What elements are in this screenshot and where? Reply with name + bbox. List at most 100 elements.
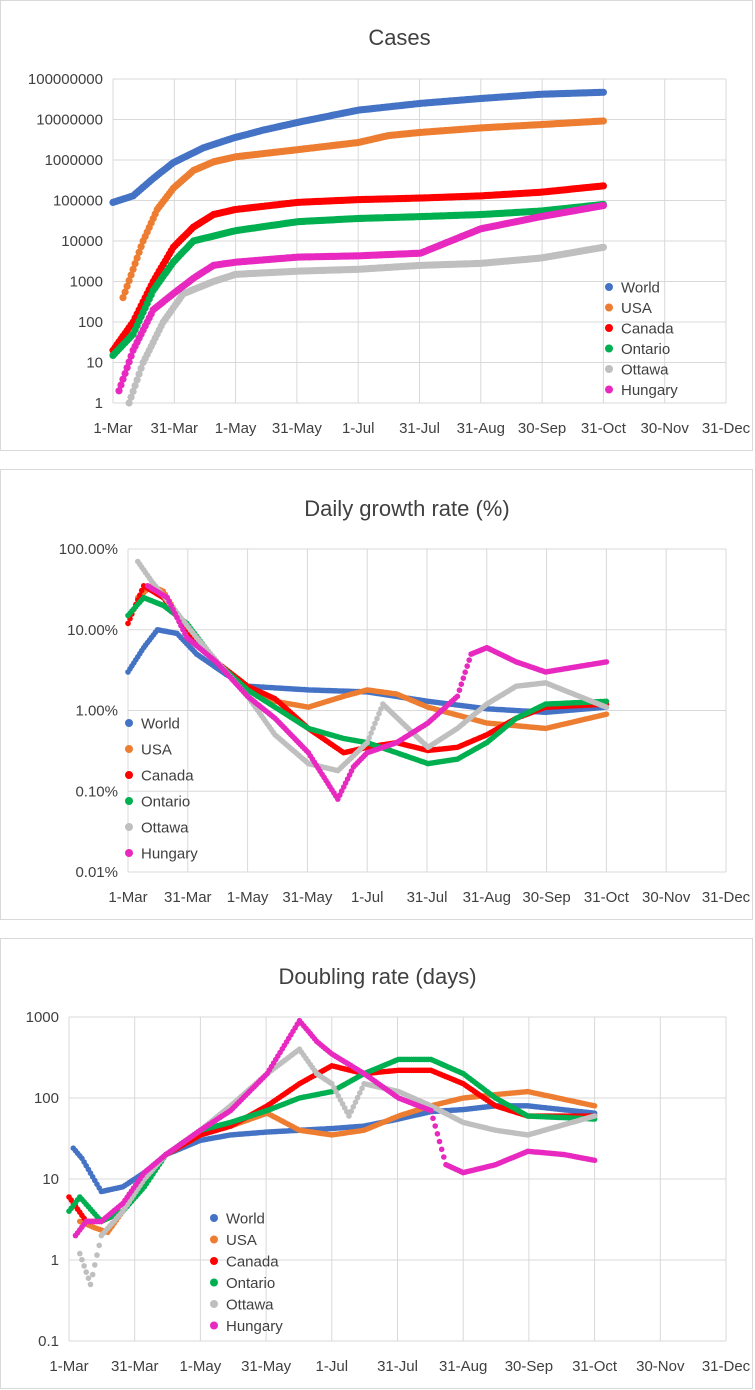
data-point (77, 1250, 83, 1257)
chart-title: Doubling rate (days) (278, 964, 476, 989)
data-point (438, 1146, 445, 1153)
data-point (603, 659, 610, 665)
x-tick-label: 31-Dec (702, 889, 751, 906)
data-point (603, 704, 610, 710)
y-tick-label: 100 (34, 1090, 59, 1107)
data-point (599, 202, 608, 210)
data-point (131, 382, 139, 390)
x-tick-label: 31-Aug (463, 889, 511, 906)
data-point (354, 1094, 361, 1101)
legend-label-ottawa: Ottawa (141, 820, 189, 837)
data-point (92, 1262, 98, 1268)
legend-marker-ontario (125, 797, 133, 805)
legend-marker-ottawa (125, 823, 133, 831)
y-tick-label: 100 (78, 314, 103, 331)
legend-marker-hungary (210, 1321, 218, 1330)
x-tick-label: 1-May (215, 420, 257, 437)
data-point (138, 587, 145, 594)
data-point (372, 720, 378, 727)
data-point (591, 1157, 598, 1164)
data-point (87, 1281, 94, 1288)
series-ottawa (125, 243, 608, 407)
chart-title: Daily growth rate (%) (304, 496, 509, 521)
x-tick-label: 1-May (227, 889, 269, 906)
daily-growth-rate-chart: Daily growth rate (%) 1-Mar 31-Mar 1-May 31-… (59, 496, 751, 906)
data-point (599, 182, 608, 190)
y-tick-label: 10000000 (36, 112, 103, 129)
series-hungary (72, 1017, 598, 1239)
y-tick-label: 1 (51, 1252, 59, 1269)
y-tick-label: 100000 (53, 193, 103, 210)
legend-label-usa: USA (141, 742, 172, 759)
data-point (125, 277, 133, 285)
y-tick-label: 0.1 (38, 1333, 59, 1350)
x-tick-label: 31-Jul (399, 420, 440, 437)
data-point (127, 393, 135, 401)
data-point (348, 1108, 355, 1115)
legend-label-ottawa: Ottawa (621, 362, 669, 379)
x-tick-label: 1-May (180, 1358, 222, 1375)
x-tick-label: 31-Mar (164, 889, 212, 906)
x-tick-label: 31-Jul (377, 1358, 418, 1375)
series-usa (119, 117, 608, 302)
x-tick-label: 30-Nov (636, 1358, 685, 1375)
chart-title: Cases (368, 25, 430, 50)
data-point (436, 1138, 443, 1145)
data-point (119, 294, 127, 302)
legend-label-world: World (621, 280, 660, 297)
data-point (125, 358, 133, 366)
x-tick-label: 1-Jul (316, 1358, 349, 1375)
legend-label-usa: USA (621, 300, 652, 317)
data-point (81, 1263, 87, 1269)
data-point (131, 260, 139, 268)
series-hungary (144, 583, 610, 802)
data-point (125, 620, 131, 627)
data-point (123, 364, 131, 372)
data-point (454, 693, 461, 700)
data-point (378, 706, 384, 712)
legend-marker-ontario (605, 344, 613, 353)
series-canada (109, 182, 608, 354)
x-tick-label: 31-Oct (572, 1358, 618, 1375)
y-tick-label: 0.01% (75, 864, 118, 881)
data-point (121, 288, 129, 296)
data-point (127, 271, 135, 279)
x-tick-label: 30-Sep (518, 420, 566, 437)
data-point (368, 730, 374, 736)
legend-label-hungary: Hungary (141, 846, 198, 863)
data-point (94, 1252, 100, 1258)
legend-marker-usa (210, 1235, 218, 1244)
data-point (346, 1113, 352, 1119)
y-tick-label: 0.10% (75, 783, 118, 800)
data-point (133, 376, 141, 384)
data-point (79, 1256, 85, 1263)
legend-label-hungary: Hungary (621, 382, 678, 399)
x-tick-label: 1-Jul (351, 889, 384, 906)
data-point (117, 381, 125, 389)
x-tick-label: 31-Aug (439, 1358, 487, 1375)
x-tick-label: 31-Jul (407, 889, 448, 906)
legend-marker-canada (125, 771, 133, 779)
data-point (350, 1104, 357, 1110)
y-tick-label: 1000 (26, 1009, 59, 1026)
legend-label-world: World (141, 716, 180, 733)
data-point (441, 1154, 447, 1160)
y-tick-label: 10.00% (67, 622, 118, 639)
x-tick-label: 31-Mar (111, 1358, 159, 1375)
x-tick-label: 30-Nov (641, 420, 690, 437)
data-point (357, 1090, 363, 1096)
data-point (135, 248, 143, 256)
x-tick-label: 30-Sep (522, 889, 570, 906)
y-tick-label: 100.00% (59, 541, 118, 558)
data-point (466, 657, 473, 663)
data-point (460, 675, 467, 681)
y-tick-label: 100000000 (28, 71, 103, 88)
legend-marker-world (210, 1214, 218, 1222)
data-point (125, 399, 133, 407)
y-tick-label: 10000 (61, 233, 103, 250)
legend-label-canada: Canada (141, 768, 194, 785)
series-ottawa (135, 558, 610, 774)
legend-marker-canada (210, 1257, 218, 1265)
daily-growth-rate-chart-panel: Daily growth rate (%) 1-Mar 31-Mar 1-May 31-… (0, 469, 753, 920)
doubling-rate-chart: Doubling rate (days) 1-Mar 31-Mar 1-May 31-M… (26, 964, 751, 1375)
